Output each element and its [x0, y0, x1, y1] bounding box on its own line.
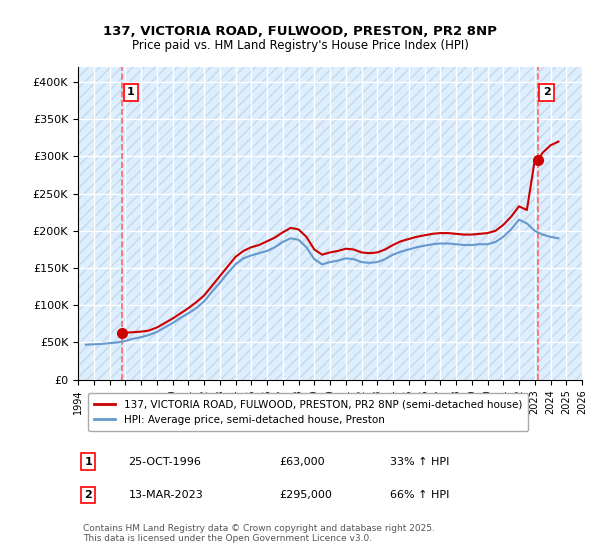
Text: Contains HM Land Registry data © Crown copyright and database right 2025.
This d: Contains HM Land Registry data © Crown c…: [83, 524, 435, 543]
Text: 2: 2: [542, 87, 550, 97]
Text: 2: 2: [84, 490, 92, 500]
Text: 1: 1: [127, 87, 135, 97]
Text: 66% ↑ HPI: 66% ↑ HPI: [391, 490, 450, 500]
Text: 1: 1: [84, 456, 92, 466]
Text: 137, VICTORIA ROAD, FULWOOD, PRESTON, PR2 8NP: 137, VICTORIA ROAD, FULWOOD, PRESTON, PR…: [103, 25, 497, 38]
Text: 13-MAR-2023: 13-MAR-2023: [128, 490, 203, 500]
Text: 25-OCT-1996: 25-OCT-1996: [128, 456, 201, 466]
Legend: 137, VICTORIA ROAD, FULWOOD, PRESTON, PR2 8NP (semi-detached house), HPI: Averag: 137, VICTORIA ROAD, FULWOOD, PRESTON, PR…: [88, 393, 528, 431]
Text: £295,000: £295,000: [280, 490, 332, 500]
Text: 33% ↑ HPI: 33% ↑ HPI: [391, 456, 450, 466]
Text: Price paid vs. HM Land Registry's House Price Index (HPI): Price paid vs. HM Land Registry's House …: [131, 39, 469, 52]
Text: £63,000: £63,000: [280, 456, 325, 466]
